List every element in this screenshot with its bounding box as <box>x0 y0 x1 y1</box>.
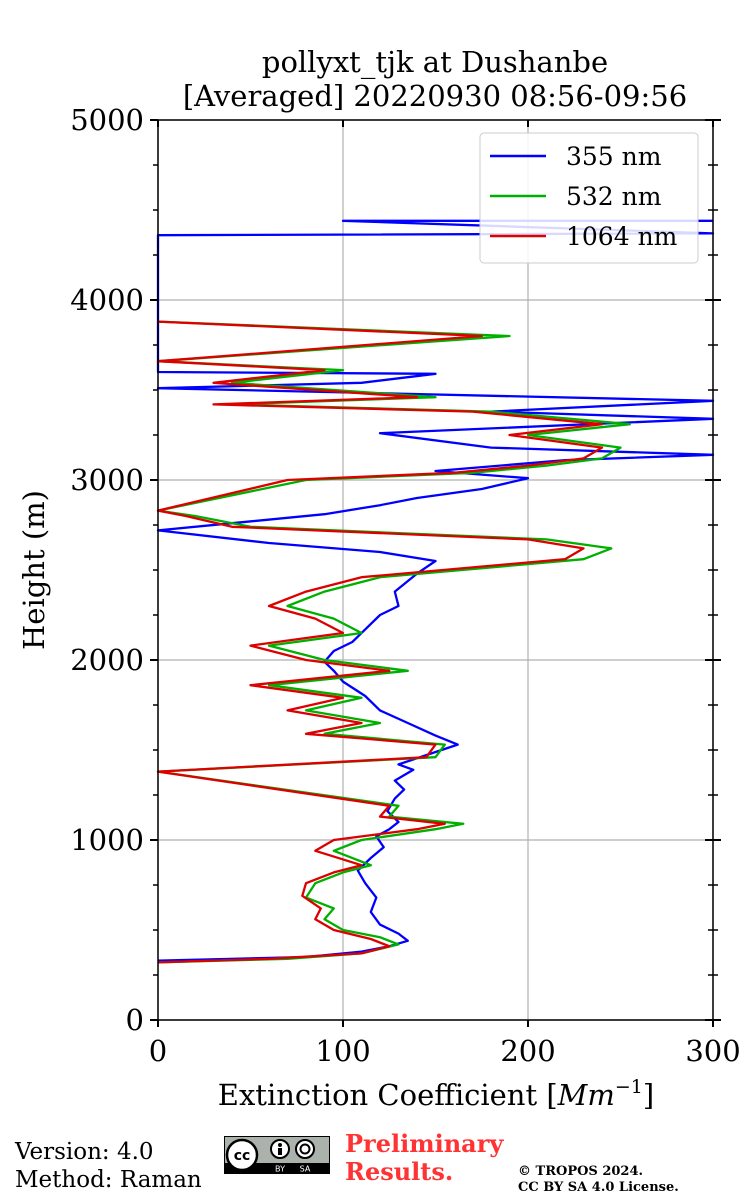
x-axis-label: Extinction Coefficient [Mm−1] <box>218 1076 654 1112</box>
y-tick-label: 3000 <box>70 463 144 497</box>
y-tick-label: 2000 <box>70 643 144 677</box>
x-tick-label: 100 <box>315 1034 370 1068</box>
x-axis-label-unit: Mm <box>557 1078 615 1112</box>
footer-version-method: Version: 4.0 Method: Raman <box>15 1138 202 1194</box>
x-tick-label: 0 <box>149 1034 167 1068</box>
y-tick-label: 1000 <box>70 823 144 857</box>
legend-entry: 1064 nm <box>566 222 678 251</box>
cc-by-text: BY <box>275 1165 285 1174</box>
copyright-notice: © TROPOS 2024. CC BY SA 4.0 License. <box>518 1164 679 1196</box>
preliminary-line1: Preliminary <box>345 1129 504 1158</box>
x-tick-label: 200 <box>500 1034 555 1068</box>
legend-entry: 532 nm <box>566 182 662 211</box>
x-tick-label: 300 <box>685 1034 740 1068</box>
method-text: Method: Raman <box>15 1167 202 1193</box>
copyright-line2: CC BY SA 4.0 License. <box>518 1180 679 1195</box>
preliminary-results-notice: Preliminary Results. <box>345 1130 503 1186</box>
series-line <box>156 320 604 964</box>
cc-by-sa-license-icon: cc BY SA <box>224 1136 330 1174</box>
chart-title-line2: [Averaged] 20220930 08:56-09:56 <box>183 79 687 113</box>
y-tick-label: 4000 <box>70 283 144 317</box>
copyright-line1: © TROPOS 2024. <box>518 1164 644 1179</box>
cc-symbol-text: cc <box>234 1148 251 1164</box>
y-axis-label: Height (m) <box>17 490 51 650</box>
version-text: Version: 4.0 <box>15 1139 154 1165</box>
x-axis-label-exponent: −1 <box>615 1076 643 1098</box>
y-tick-label: 0 <box>126 1003 144 1037</box>
y-tick-label: 5000 <box>70 103 144 137</box>
legend-entry: 355 nm <box>566 142 662 171</box>
series-lines <box>156 219 715 964</box>
chart: pollyxt_tjk at Dushanbe [Averaged] 20220… <box>17 45 741 1112</box>
chart-title-line1: pollyxt_tjk at Dushanbe <box>262 45 608 80</box>
x-axis-label-close: ] <box>643 1078 654 1112</box>
legend: 355 nm 532 nm 1064 nm <box>479 132 699 264</box>
x-axis-label-text: Extinction Coefficient [ <box>218 1078 558 1112</box>
preliminary-line2: Results. <box>345 1157 454 1186</box>
cc-sa-text: SA <box>300 1165 311 1174</box>
legend-box <box>479 132 699 264</box>
series-line <box>156 219 715 962</box>
series-line <box>156 320 631 964</box>
